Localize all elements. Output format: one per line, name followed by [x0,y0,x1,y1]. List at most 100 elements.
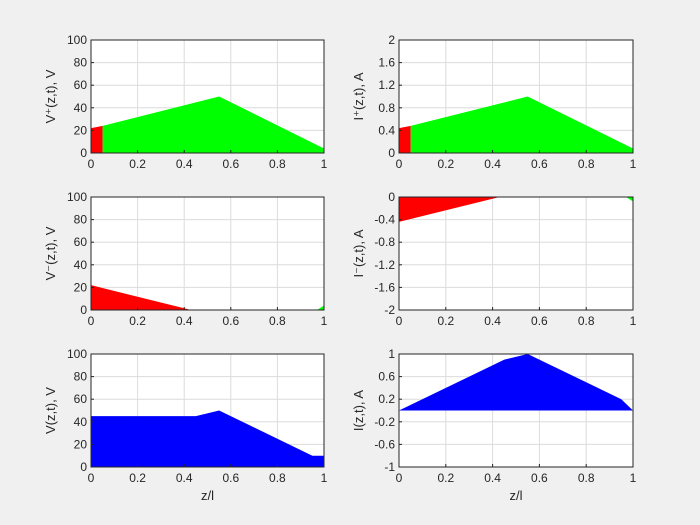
y-tick-label: 1.2 [378,78,395,92]
y-tick-label: 100 [67,347,87,361]
x-tick-label: 0.2 [437,157,454,171]
axes-frame [90,196,325,311]
y-tick-label: 60 [74,78,88,92]
x-tick-label: 0.6 [531,314,548,328]
y-tick-label: 0.2 [378,392,395,406]
y-tick-label: -1 [384,460,395,474]
y-tick-label: 0 [80,146,87,160]
axes-frame [90,353,325,468]
x-tick-label: 1 [321,157,328,171]
x-tick-label: 0.6 [222,471,239,485]
series-area-0 [399,354,633,411]
y-tick-label: 1 [388,347,395,361]
y-tick-label: 60 [74,235,88,249]
y-tick-label: 80 [74,370,88,384]
series-area-0 [91,410,324,467]
y-tick-label: 20 [74,280,88,294]
axes-frame [398,196,634,311]
plot-area [91,197,324,310]
axes-vtotal: 0 0.2 0.4 0.6 0.8 1 0 20 40 60 80 100 V(z,t), V z/l [43,347,328,503]
x-tick-label: 0.6 [531,471,548,485]
x-tick-label: 0.8 [578,314,595,328]
x-tick-label: 0.4 [176,314,193,328]
y-axis-label: V(z,t), V [43,387,58,434]
series-area-1 [317,305,324,310]
x-tick-label: 0.8 [269,314,286,328]
x-tick-label: 1 [630,471,637,485]
x-tick-label: 1 [321,471,328,485]
y-tick-label: 20 [74,437,88,451]
x-tick-label: 0 [396,314,403,328]
x-tick-label: 0.4 [484,157,501,171]
x-tick-label: 1 [630,314,637,328]
x-tick-label: 0.4 [484,314,501,328]
axes-itotal: 0 0.2 0.4 0.6 0.8 1 -1 -0.6 -0.2 0.2 0.6 1 I(z,t), A… [351,347,637,503]
x-tick-label: 0.2 [437,314,454,328]
x-tick-label: 0.2 [437,471,454,485]
series-area-1 [625,197,633,202]
y-tick-label: 40 [74,415,88,429]
x-tick-label: 0.2 [129,157,146,171]
x-tick-label: 0.4 [176,471,193,485]
y-tick-label: 0 [388,190,395,204]
y-tick-label: 0 [388,146,395,160]
y-axis-label: I⁻(z,t), A [351,229,366,277]
x-tick-label: 0 [396,157,403,171]
x-tick-label: 0 [88,314,95,328]
y-tick-label: -0.8 [374,235,395,249]
x-axis-label: z/l [510,488,523,503]
x-tick-label: 0.2 [129,471,146,485]
x-tick-label: 0 [396,471,403,485]
x-tick-label: 0.4 [484,471,501,485]
x-tick-label: 0.8 [578,471,595,485]
y-tick-label: -1.6 [374,280,395,294]
x-tick-label: 1 [630,157,637,171]
x-tick-label: 0.2 [129,314,146,328]
y-tick-label: 0.4 [378,123,395,137]
axes-frame [90,39,325,154]
y-tick-label: 0.6 [378,370,395,384]
axes-iplus: 0 0.2 0.4 0.6 0.8 1 0 0.4 0.8 1.2 1.6 2 I⁺(z,t), A [351,33,637,171]
y-tick-label: -2 [384,303,395,317]
x-tick-label: 0.8 [269,471,286,485]
y-tick-label: 2 [388,33,395,47]
y-tick-label: 20 [74,123,88,137]
x-tick-label: 0.6 [222,314,239,328]
y-tick-label: 0.8 [378,101,395,115]
series-area-0 [91,285,192,310]
x-tick-label: 0.8 [578,157,595,171]
x-tick-label: 1 [321,314,328,328]
y-tick-label: 40 [74,258,88,272]
axes-iminus: 0 0.2 0.4 0.6 0.8 1 -2 -1.6 -1.2 -0.8 -0.4 0 I⁻(z,t)… [351,190,637,328]
axes-frame [398,39,634,154]
y-tick-label: -0.4 [374,213,395,227]
x-tick-label: 0.4 [176,157,193,171]
y-tick-label: -0.6 [374,437,395,451]
series-area-1 [410,96,633,153]
axes-frame [398,353,634,468]
series-area-0 [399,125,411,153]
axes-vplus: 0 0.2 0.4 0.6 0.8 1 0 20 40 60 80 100 V⁺(z,t), V [43,33,328,171]
y-tick-label: -0.2 [374,415,395,429]
x-tick-label: 0.6 [222,157,239,171]
y-tick-label: 60 [74,392,88,406]
y-tick-label: 80 [74,56,88,70]
series-area-0 [399,197,500,222]
series-area-0 [91,125,103,153]
y-axis-label: V⁻(z,t), V [43,226,58,280]
x-tick-label: 0 [88,157,95,171]
y-tick-label: 80 [74,213,88,227]
y-axis-label: I⁺(z,t), A [351,72,366,120]
x-tick-label: 0 [88,471,95,485]
y-tick-label: 0 [80,460,87,474]
y-tick-label: -1.2 [374,258,395,272]
y-tick-label: 0 [80,303,87,317]
axes-vminus: 0 0.2 0.4 0.6 0.8 1 0 20 40 60 80 100 V⁻(z,t), V [43,190,328,328]
y-tick-label: 100 [67,190,87,204]
plot-area [399,197,633,310]
x-tick-label: 0.6 [531,157,548,171]
series-area-1 [102,96,325,153]
x-axis-label: z/l [201,488,214,503]
